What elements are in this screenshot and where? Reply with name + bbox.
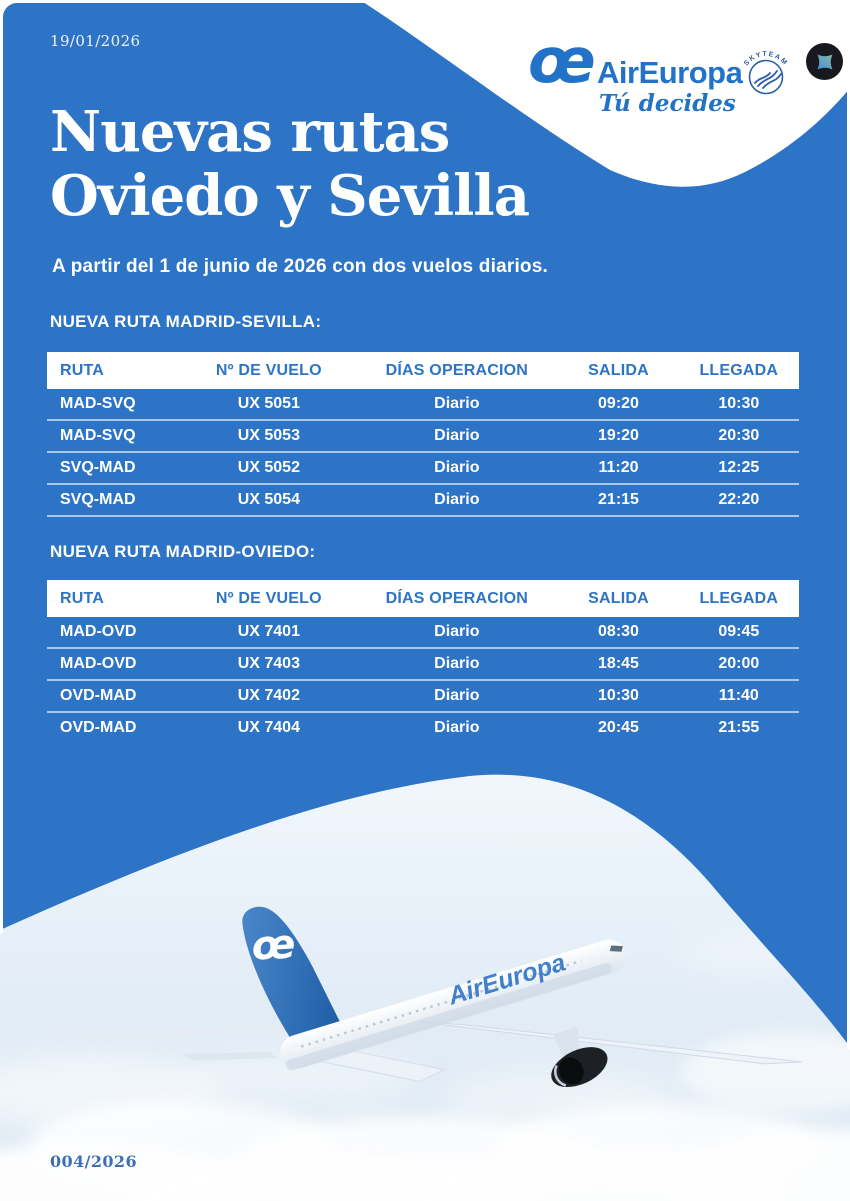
cell-ruta: MAD-OVD bbox=[60, 623, 137, 640]
table-row: MAD-SVQ UX 5051 Diario 09:20 10:30 bbox=[47, 389, 799, 421]
cell-vuelo: UX 5053 bbox=[237, 427, 300, 444]
cell-salida: 11:20 bbox=[598, 459, 639, 476]
right-page-margin bbox=[847, 743, 850, 1050]
table-row: MAD-OVD UX 7403 Diario 18:45 20:00 bbox=[47, 649, 799, 681]
aireuropa-ae-logo: œ bbox=[528, 24, 596, 97]
cell-ruta: MAD-OVD bbox=[60, 655, 137, 672]
cell-llegada: 12:25 bbox=[718, 459, 760, 476]
section-heading-oviedo: NUEVA RUTA MADRID-OVIEDO: bbox=[50, 542, 316, 561]
skyteam-logo: SKYTEAM bbox=[743, 51, 789, 95]
cell-dias: Diario bbox=[434, 491, 480, 508]
table-row: SVQ-MAD UX 5052 Diario 11:20 12:25 bbox=[47, 453, 799, 485]
airplane-far-stabilizer bbox=[181, 1052, 278, 1061]
cell-llegada: 09:45 bbox=[718, 623, 760, 640]
cell-vuelo: UX 5054 bbox=[237, 491, 300, 508]
cell-ruta: SVQ-MAD bbox=[60, 491, 136, 508]
cell-ruta: OVD-MAD bbox=[60, 719, 137, 736]
cell-vuelo: UX 7402 bbox=[237, 687, 300, 704]
airplane-far-wing bbox=[69, 1023, 349, 1039]
cell-vuelo: UX 5052 bbox=[237, 459, 300, 476]
top-wave-shape bbox=[360, 0, 850, 187]
cell-llegada: 21:55 bbox=[718, 719, 760, 736]
tail-ae-logo: œ bbox=[251, 921, 297, 969]
cell-ruta: MAD-SVQ bbox=[60, 427, 136, 444]
header-cell-salida: SALIDA bbox=[588, 361, 649, 379]
issue-date: 19/01/2026 bbox=[50, 32, 141, 50]
table-row: OVD-MAD UX 7402 Diario 10:30 11:40 bbox=[47, 681, 799, 713]
cell-salida: 09:20 bbox=[598, 395, 639, 412]
hero-photo: œ AirEuropa bbox=[0, 743, 850, 1201]
cell-dias: Diario bbox=[434, 395, 480, 412]
flight-table-sevilla: RUTA Nº DE VUELO DÍAS OPERACION SALIDA L… bbox=[47, 352, 799, 517]
clouds bbox=[0, 935, 850, 1201]
table-header-row: RUTA Nº DE VUELO DÍAS OPERACION SALIDA L… bbox=[47, 352, 799, 389]
table-row: MAD-OVD UX 7401 Diario 08:30 09:45 bbox=[47, 617, 799, 649]
table-row: OVD-MAD UX 7404 Diario 20:45 21:55 bbox=[47, 713, 799, 745]
cockpit-windows bbox=[609, 945, 623, 952]
flight-table-oviedo: RUTA Nº DE VUELO DÍAS OPERACION SALIDA L… bbox=[47, 580, 799, 745]
header-cell-dias: DÍAS OPERACION bbox=[385, 589, 529, 607]
table-row: SVQ-MAD UX 5054 Diario 21:15 22:20 bbox=[47, 485, 799, 517]
cell-ruta: MAD-SVQ bbox=[60, 395, 136, 412]
sparkle-star-icon bbox=[816, 53, 833, 70]
title-line-1: Nuevas rutas bbox=[50, 99, 450, 165]
doc-number: 004/2026 bbox=[50, 1152, 137, 1171]
cell-vuelo: UX 7401 bbox=[237, 623, 300, 640]
header-cell-ruta: RUTA bbox=[60, 361, 105, 379]
cell-dias: Diario bbox=[434, 427, 480, 444]
cell-salida: 10:30 bbox=[598, 687, 639, 704]
cell-ruta: SVQ-MAD bbox=[60, 459, 136, 476]
photo-mask-overlay bbox=[0, 743, 850, 1047]
svg-text:SKYTEAM: SKYTEAM bbox=[743, 51, 789, 67]
cell-vuelo: UX 7403 bbox=[237, 655, 300, 672]
cell-salida: 20:45 bbox=[598, 719, 639, 736]
cell-vuelo: UX 5051 bbox=[237, 395, 300, 412]
cell-dias: Diario bbox=[434, 655, 480, 672]
cell-salida: 19:20 bbox=[598, 427, 639, 444]
table-header-row: RUTA Nº DE VUELO DÍAS OPERACION SALIDA L… bbox=[47, 580, 799, 617]
brand-tagline: Tú decides bbox=[599, 90, 736, 117]
cell-dias: Diario bbox=[434, 719, 480, 736]
cell-llegada: 20:00 bbox=[718, 655, 760, 672]
airplane-near-wing bbox=[416, 1021, 802, 1065]
engine bbox=[551, 1047, 608, 1088]
cell-llegada: 20:30 bbox=[718, 427, 760, 444]
airplane-tail bbox=[242, 906, 345, 1045]
header-cell-llegada: LLEGADA bbox=[699, 589, 779, 607]
header-cell-vuelo: Nº DE VUELO bbox=[215, 589, 322, 607]
cell-dias: Diario bbox=[434, 687, 480, 704]
left-page-margin bbox=[0, 743, 3, 933]
title-line-2: Oviedo y Sevilla bbox=[50, 163, 530, 229]
cell-ruta: OVD-MAD bbox=[60, 687, 137, 704]
cell-llegada: 22:20 bbox=[718, 491, 760, 508]
cell-salida: 21:15 bbox=[598, 491, 639, 508]
header-cell-ruta: RUTA bbox=[60, 589, 105, 607]
cell-salida: 18:45 bbox=[598, 655, 639, 672]
cell-dias: Diario bbox=[434, 459, 480, 476]
cell-vuelo: UX 7404 bbox=[237, 719, 300, 736]
skyteam-arc-text: SKYTEAM bbox=[743, 51, 787, 67]
cell-llegada: 10:30 bbox=[718, 395, 760, 412]
page-title: Nuevas rutas Oviedo y Sevilla bbox=[50, 99, 530, 229]
cell-dias: Diario bbox=[434, 623, 480, 640]
brand-wordmark: AirEuropa bbox=[597, 55, 743, 90]
fuselage-shadow bbox=[285, 962, 612, 1071]
header-cell-llegada: LLEGADA bbox=[699, 361, 779, 379]
cell-salida: 08:30 bbox=[598, 623, 639, 640]
table-row: MAD-SVQ UX 5053 Diario 19:20 20:30 bbox=[47, 421, 799, 453]
airplane-illustration: œ AirEuropa bbox=[69, 906, 802, 1088]
subtitle: A partir del 1 de junio de 2026 con dos … bbox=[52, 256, 548, 277]
header-cell-salida: SALIDA bbox=[588, 589, 649, 607]
cell-llegada: 11:40 bbox=[718, 687, 759, 704]
header-cell-dias: DÍAS OPERACION bbox=[385, 361, 529, 379]
header-cell-vuelo: Nº DE VUELO bbox=[215, 361, 322, 379]
section-heading-sevilla: NUEVA RUTA MADRID-SEVILLA: bbox=[50, 312, 322, 331]
assistant-icon-button[interactable] bbox=[806, 43, 843, 80]
